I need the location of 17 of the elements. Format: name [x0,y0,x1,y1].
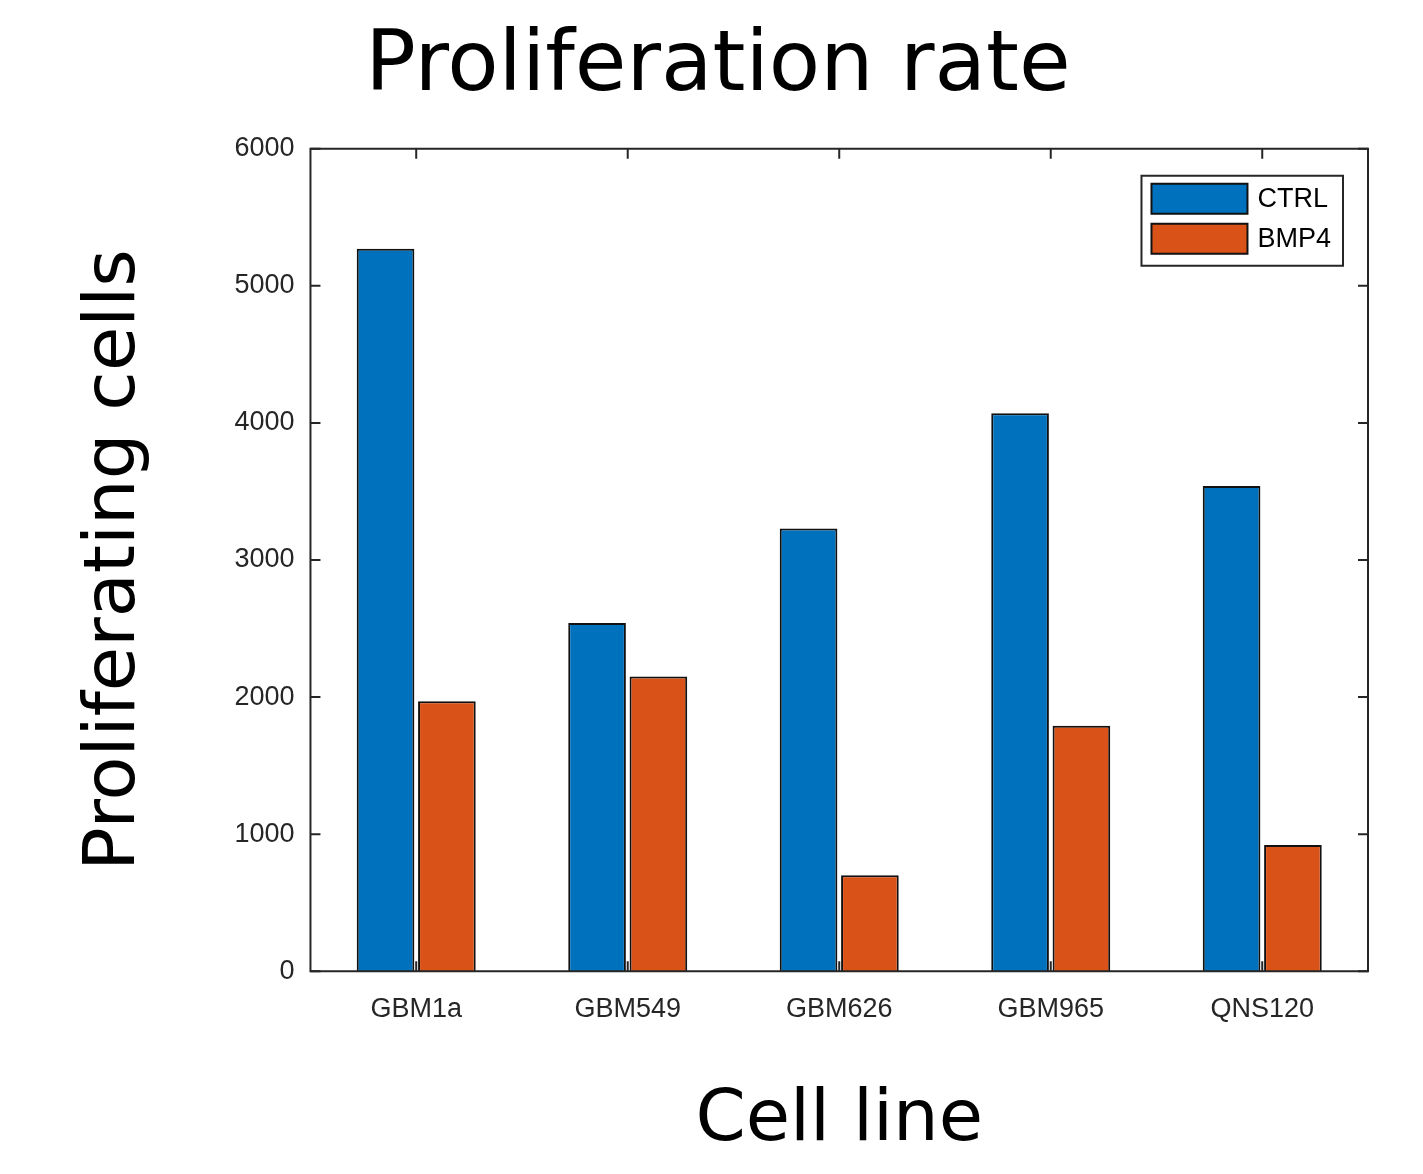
y-tick-label: 6000 [234,132,295,163]
y-tick-label: 2000 [234,680,295,711]
y-axis-title: Proliferating cells [66,249,151,871]
y-tick-label: 3000 [234,543,295,574]
chart-title: Proliferation rate [365,12,1071,111]
y-tick-label: 5000 [234,269,295,300]
y-tick-label: 1000 [234,817,295,848]
x-tick-label: GBM626 [785,992,893,1023]
x-tick-label: GBM549 [574,992,682,1023]
x-tick-label: GBM1a [370,992,463,1023]
x-tick-label: GBM965 [997,992,1105,1023]
x-tick-label: QNS120 [1210,992,1315,1023]
y-tick-label: 4000 [234,406,295,437]
y-tick-label: 0 [279,954,295,985]
x-axis-title: Cell line [695,1072,983,1157]
legend-label: BMP4 [1257,223,1332,254]
legend-label: CTRL [1257,183,1328,214]
